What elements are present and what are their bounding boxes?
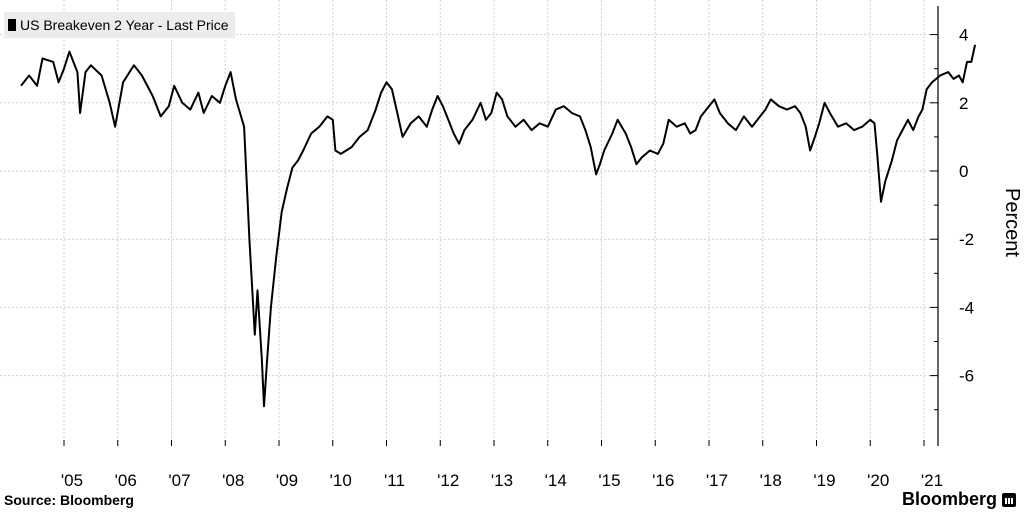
x-tick-label: '12 <box>437 471 459 490</box>
y-tick-label: -4 <box>959 298 974 317</box>
x-tick-label: '20 <box>867 471 889 490</box>
x-tick-label: '16 <box>652 471 674 490</box>
y-tick-label: -2 <box>959 230 974 249</box>
y-tick-label: 4 <box>959 26 968 45</box>
x-tick-label: '08 <box>222 471 244 490</box>
bloomberg-logo: Bloomberg <box>902 489 1016 510</box>
brand-label: Bloomberg <box>901 489 997 509</box>
x-tick-label: '19 <box>813 471 835 490</box>
x-tick-label: '21 <box>921 471 943 490</box>
x-tick-label: '14 <box>545 471 567 490</box>
x-tick-label: '13 <box>491 471 513 490</box>
source-note: Source: Bloomberg <box>4 492 134 508</box>
legend-label: US Breakeven 2 Year - Last Price <box>20 17 229 33</box>
y-axis-label: Percent <box>1001 188 1023 257</box>
x-tick-label: '17 <box>706 471 728 490</box>
y-axis: -6 -4 -2 0 2 4 <box>930 6 974 446</box>
legend-swatch <box>8 19 16 31</box>
plot-area <box>20 44 977 408</box>
x-tick-label: '07 <box>168 471 190 490</box>
x-tick-label: '05 <box>61 471 83 490</box>
y-tick-label: -6 <box>959 367 974 386</box>
x-tick-label: '10 <box>330 471 352 490</box>
x-tick-label: '09 <box>276 471 298 490</box>
y-tick-label: 0 <box>959 162 968 181</box>
x-tick-label: '15 <box>598 471 620 490</box>
y-tick-label: 2 <box>959 94 968 113</box>
grid-lines <box>0 0 938 446</box>
legend: US Breakeven 2 Year - Last Price <box>4 12 235 38</box>
series-line <box>20 44 977 408</box>
x-tick-label: '11 <box>384 471 405 490</box>
x-tick-label: '18 <box>760 471 782 490</box>
bloomberg-terminal-icon <box>1002 492 1016 507</box>
x-tick-label: '06 <box>115 471 137 490</box>
x-axis: '05 '06 '07 '08 '09 '10 '11 '12 '13 '14 '15 '16 '17 '… <box>61 440 943 490</box>
